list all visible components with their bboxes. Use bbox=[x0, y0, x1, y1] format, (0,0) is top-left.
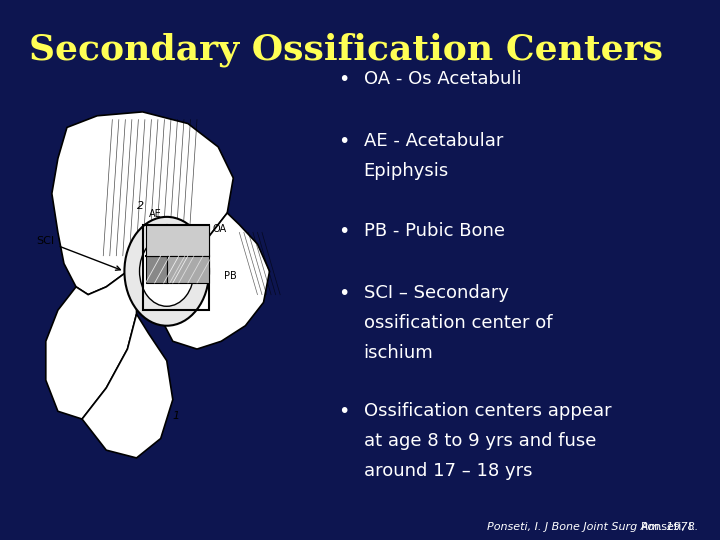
Text: PB - Pubic Bone: PB - Pubic Bone bbox=[364, 222, 505, 240]
Text: •: • bbox=[338, 402, 350, 421]
Polygon shape bbox=[82, 314, 173, 458]
Text: •: • bbox=[338, 132, 350, 151]
Circle shape bbox=[140, 237, 194, 306]
Text: around 17 – 18 yrs: around 17 – 18 yrs bbox=[364, 462, 532, 480]
Circle shape bbox=[125, 217, 209, 326]
Polygon shape bbox=[161, 213, 269, 349]
Text: Ponseti, I. J Bone Joint Surg Am. 1978.: Ponseti, I. J Bone Joint Surg Am. 1978. bbox=[487, 522, 698, 532]
Text: •: • bbox=[338, 70, 350, 89]
Text: Ponseti, I.: Ponseti, I. bbox=[641, 522, 698, 532]
Polygon shape bbox=[145, 225, 209, 256]
Text: Ossification centers appear: Ossification centers appear bbox=[364, 402, 611, 421]
Text: AE: AE bbox=[148, 209, 161, 219]
Text: 1: 1 bbox=[173, 411, 180, 421]
Text: at age 8 to 9 yrs and fuse: at age 8 to 9 yrs and fuse bbox=[364, 432, 596, 450]
Polygon shape bbox=[52, 112, 233, 295]
Bar bbox=[143, 225, 209, 310]
Text: •: • bbox=[338, 222, 350, 241]
Text: Epiphysis: Epiphysis bbox=[364, 162, 449, 180]
Text: OA: OA bbox=[212, 225, 226, 234]
Text: PB: PB bbox=[224, 271, 237, 281]
Polygon shape bbox=[46, 271, 137, 419]
Text: OA - Os Acetabuli: OA - Os Acetabuli bbox=[364, 70, 521, 88]
Text: SCI – Secondary: SCI – Secondary bbox=[364, 285, 508, 302]
Text: 2: 2 bbox=[137, 201, 143, 211]
Text: •: • bbox=[338, 285, 350, 303]
Text: ischium: ischium bbox=[364, 344, 433, 362]
Polygon shape bbox=[167, 256, 209, 283]
Text: ossification center of: ossification center of bbox=[364, 314, 552, 332]
Text: AE - Acetabular: AE - Acetabular bbox=[364, 132, 503, 150]
Text: SCI: SCI bbox=[37, 236, 120, 270]
Polygon shape bbox=[145, 256, 167, 283]
Text: Secondary Ossification Centers: Secondary Ossification Centers bbox=[29, 32, 663, 67]
